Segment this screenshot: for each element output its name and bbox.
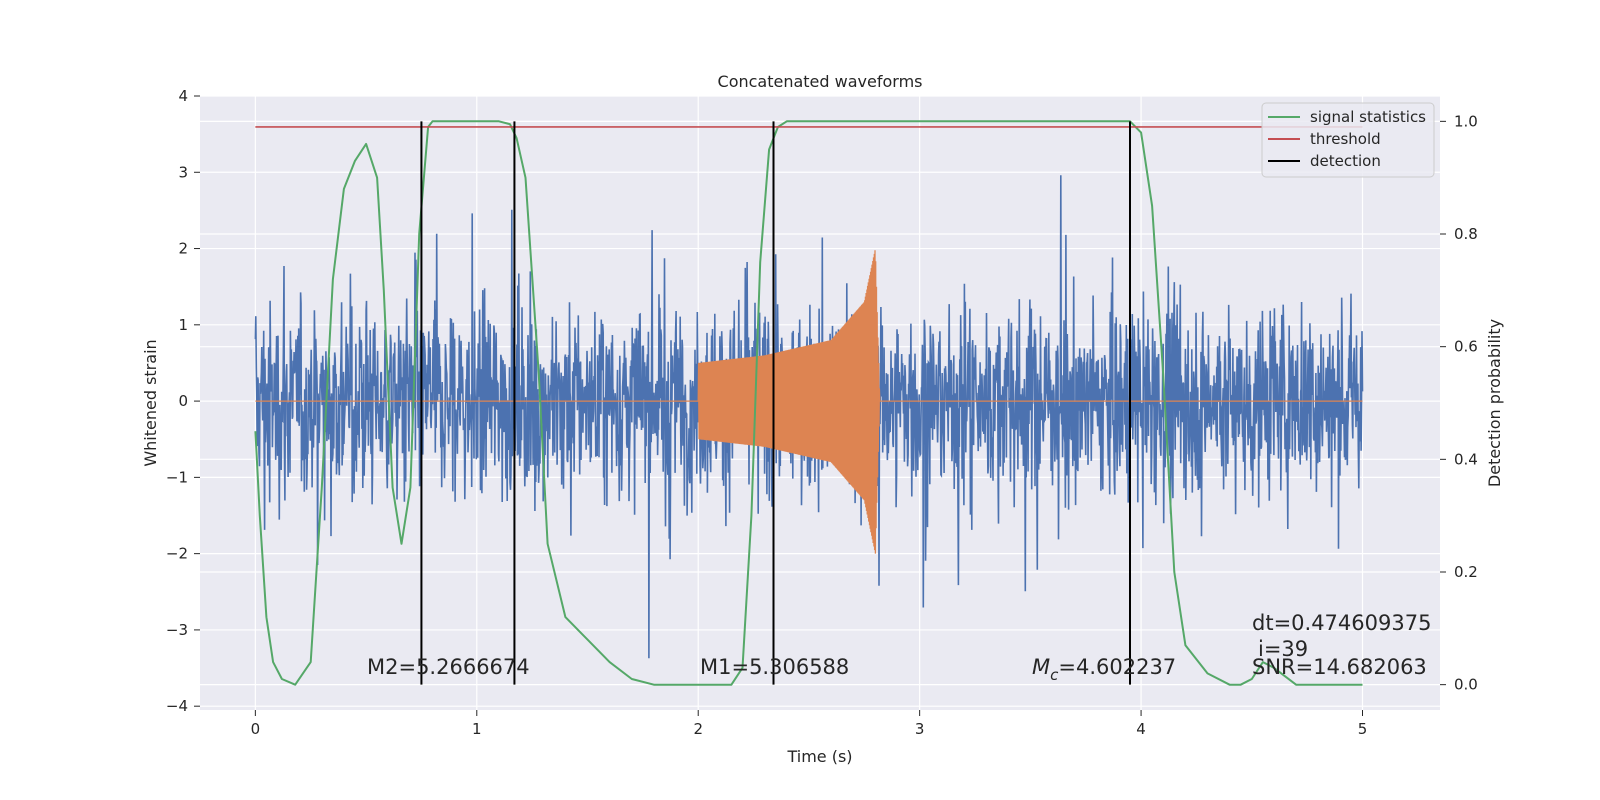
legend: signal statistics threshold detection <box>1261 102 1435 178</box>
y2-tick-label: 0.4 <box>1454 450 1478 468</box>
y-tick-label: 3 <box>178 163 188 181</box>
annotation-mc: Mc=4.602237 <box>1032 655 1176 684</box>
annotation-m1: M1=5.306588 <box>700 655 849 679</box>
y-tick-label: −4 <box>166 697 188 715</box>
y-tick-label: −3 <box>166 621 188 639</box>
y-axis-label: Whitened strain <box>141 339 160 466</box>
detection-series <box>420 121 1131 685</box>
y-tick-label: 1 <box>178 316 188 334</box>
y2-tick-label: 0.8 <box>1454 225 1478 243</box>
x-tick-label: 4 <box>1136 720 1146 738</box>
y-tick-label: 4 <box>178 87 188 105</box>
legend-box <box>1261 102 1435 178</box>
x-tick-label: 5 <box>1358 720 1368 738</box>
x-tick-label: 2 <box>693 720 703 738</box>
legend-label-statistics: signal statistics <box>1310 108 1426 126</box>
y-tick-label: −1 <box>166 468 188 486</box>
signal-line <box>255 250 1363 554</box>
y2-tick-label: 0.6 <box>1454 338 1478 356</box>
y-tick-label: 0 <box>178 392 188 410</box>
chart-title: Concatenated waveforms <box>718 72 923 91</box>
annotation-dt: dt=0.474609375 <box>1252 611 1431 635</box>
y2-tick-label: 0.0 <box>1454 676 1478 694</box>
statistics-series <box>254 120 1363 686</box>
annotation-m2: M2=5.2666674 <box>367 655 530 679</box>
x-tick-label: 0 <box>251 720 261 738</box>
ticks: 0 1 2 3 4 5 4 3 2 1 0 −1 −2 −3 −4 0.0 0.2 0.4 0.6 0.8 1.0 <box>166 87 1478 738</box>
y2-tick-label: 0.2 <box>1454 563 1478 581</box>
annotation-snr: SNR=14.682063 <box>1252 655 1427 679</box>
legend-label-detection: detection <box>1310 152 1381 170</box>
x-tick-label: 3 <box>915 720 925 738</box>
legend-label-threshold: threshold <box>1310 130 1381 148</box>
y2-axis-label: Detection probability <box>1485 319 1504 487</box>
y2-tick-label: 1.0 <box>1454 112 1478 130</box>
signal-series <box>255 250 1363 554</box>
x-tick-label: 1 <box>472 720 482 738</box>
y-tick-label: −2 <box>166 545 188 563</box>
y-tick-label: 2 <box>178 240 188 258</box>
annotations: M2=5.2666674 M1=5.306588 Mc=4.602237 dt=… <box>367 611 1431 684</box>
annotation-i: i=39 <box>1258 637 1308 661</box>
x-axis-label: Time (s) <box>786 747 852 766</box>
statistics-line <box>254 120 1363 686</box>
